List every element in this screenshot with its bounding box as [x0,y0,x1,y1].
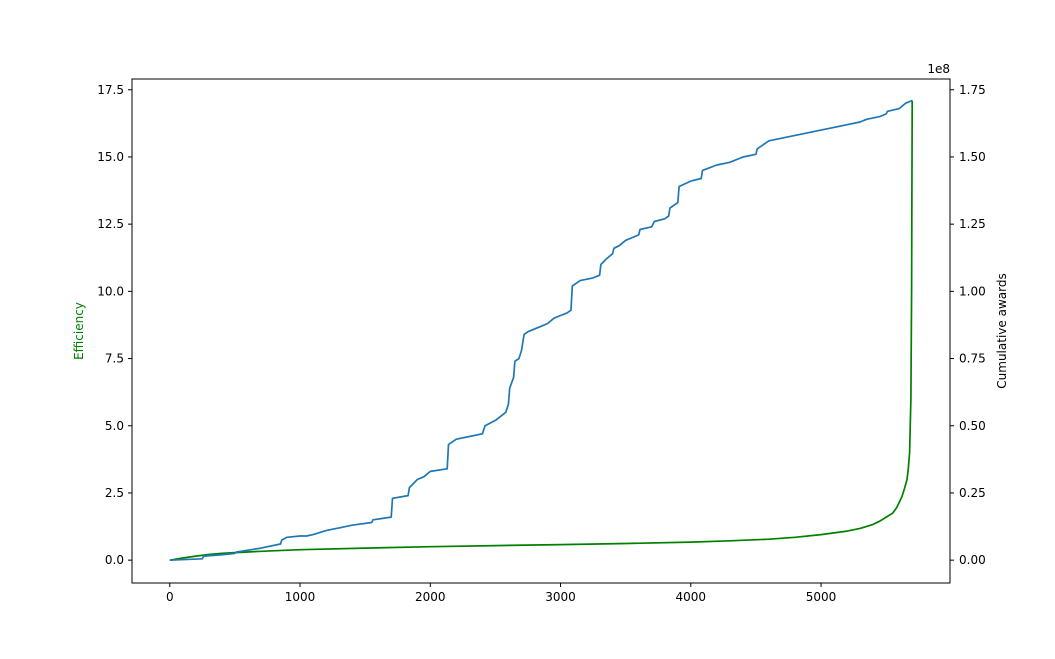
y-right-tick-label: 1.75 [959,83,986,97]
efficiency-line [169,100,914,562]
x-tick-label: 2000 [415,590,446,604]
y-right-tick-label: 0.75 [959,352,986,366]
y-right-tick-label: 1.50 [959,150,986,164]
y-left-tick-label: 10.0 [97,284,124,298]
right-axis-offset-text: 1e8 [927,62,950,76]
y-right-tick-label: 1.00 [959,284,986,298]
y-right-tick-label: 0.25 [959,486,986,500]
cumulative-awards-line [169,99,913,562]
y-left-tick-label: 2.5 [105,486,124,500]
y-right-tick-label: 0.50 [959,419,986,433]
y-left-tick-label: 7.5 [105,352,124,366]
x-tick-label: 1000 [285,590,316,604]
plot-area-frame [131,78,951,584]
x-tick-label: 0 [166,590,174,604]
y-left-tick-label: 17.5 [97,83,124,97]
y-right-tick-label: 0.00 [959,553,986,567]
x-tick-label: 4000 [676,590,707,604]
y-left-tick-label: 12.5 [97,217,124,231]
y-left-tick-label: 15.0 [97,150,124,164]
y-axis-left-label: Efficiency [72,302,86,360]
x-tick-label: 3000 [545,590,576,604]
y-axis-right-label: Cumulative awards [995,273,1009,388]
x-tick-label: 5000 [806,590,837,604]
y-left-tick-label: 0.0 [105,553,124,567]
y-right-tick-label: 1.25 [959,217,986,231]
y-left-tick-label: 5.0 [105,419,124,433]
